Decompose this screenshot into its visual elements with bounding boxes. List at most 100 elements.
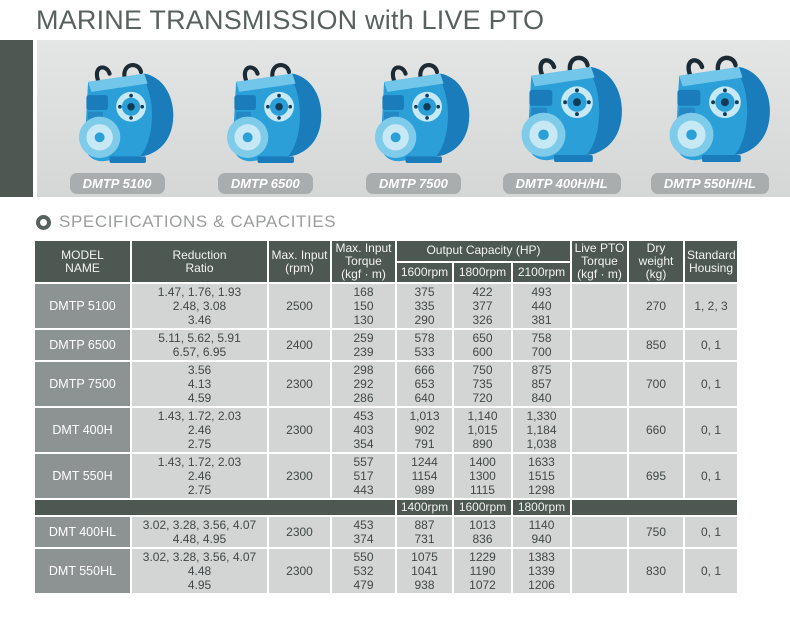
header-row-main: MODEL NAME Reduction Ratio Max. Input (rpm)… [33, 239, 739, 284]
col-header-speed-2100: 2100rpm [511, 260, 572, 284]
section-bullet-icon [36, 214, 51, 230]
cell-standard-housing: 0, 1 [683, 452, 739, 500]
cell-max-input-torque: 168 150 130 [330, 282, 397, 330]
hero-band: DMTP 5100 DMTP 6500 DMTP 7500 DMTP 400H/HL D… [0, 40, 790, 197]
hero-accent-block [0, 40, 33, 197]
section-heading-label: SPECIFICATIONS & CAPACITIES [59, 212, 337, 231]
product-label-plate: DMTP 7500 [366, 173, 461, 194]
col-header-model: MODEL NAME [33, 239, 132, 284]
cell-dry-weight: 750 [627, 515, 685, 549]
cell-reduction-ratio: 3.02, 3.28, 3.56, 4.07 4.48 4.95 [130, 547, 269, 595]
cell-standard-housing: 0, 1 [683, 406, 739, 454]
cell-max-input-torque: 298 292 286 [330, 360, 397, 408]
cell-live-pto-torque [570, 452, 629, 500]
cell-max-input: 2300 [267, 547, 332, 595]
divider-left-fill [33, 498, 397, 517]
product-label-plate: DMTP 400H/HL [502, 173, 621, 194]
cell-standard-housing: 0, 1 [683, 515, 739, 549]
product-label-plate: DMTP 6500 [217, 173, 313, 194]
cell-model: DMT 400H [33, 406, 132, 454]
divider-speed-1600: 1600rpm [452, 498, 513, 517]
cell-live-pto-torque [570, 328, 629, 362]
cell-max-input-torque: 453 403 354 [330, 406, 397, 454]
cell-live-pto-torque [570, 515, 629, 549]
table-row: DMT 550H 1.43, 1.72, 2.03 2.46 2.75 2300 557 5… [33, 452, 739, 500]
cell-capacity-2: 1229 1190 1072 [452, 547, 513, 595]
divider-speed-1400: 1400rpm [395, 498, 454, 517]
cell-max-input-torque: 557 517 443 [330, 452, 397, 500]
cell-max-input: 2300 [267, 406, 332, 454]
gearbox-image [55, 57, 179, 173]
cell-standard-housing: 1, 2, 3 [683, 282, 739, 330]
cell-max-input-torque: 259 239 [330, 328, 397, 362]
cell-capacity-3: 1,330 1,184 1,038 [511, 406, 572, 454]
header-row-speeds: 1600rpm 1800rpm 2100rpm [34, 260, 738, 284]
cell-reduction-ratio: 3.02, 3.28, 3.56, 4.07 4.48, 4.95 [130, 515, 269, 549]
cell-capacity-1: 1075 1041 938 [395, 547, 454, 595]
cell-capacity-2: 650 600 [452, 328, 513, 362]
cell-max-input-torque: 453 374 [330, 515, 397, 549]
cell-model: DMTP 5100 [33, 282, 132, 330]
product-3: DMTP 7500 [343, 57, 484, 197]
cell-capacity-1: 1,013 902 791 [395, 406, 454, 454]
product-label-plate: DMTP 550H/HL [650, 173, 769, 194]
cell-max-input: 2300 [267, 515, 332, 549]
cell-capacity-2: 750 735 720 [452, 360, 513, 408]
cell-capacity-1: 887 731 [395, 515, 454, 549]
cell-dry-weight: 270 [627, 282, 685, 330]
table-row: DMTP 5100 1.47, 1.76, 1.93 2.48, 3.08 3.46 2… [33, 282, 739, 330]
product-1: DMTP 5100 [47, 57, 188, 197]
cell-model: DMTP 6500 [33, 328, 132, 362]
cell-dry-weight: 850 [627, 328, 685, 362]
cell-model: DMT 550H [33, 452, 132, 500]
section-heading: SPECIFICATIONS & CAPACITIES [36, 212, 790, 232]
col-header-speed-1600: 1600rpm [395, 260, 454, 284]
cell-dry-weight: 660 [627, 406, 685, 454]
cell-capacity-1: 578 533 [395, 328, 454, 362]
cell-max-input: 2500 [267, 282, 332, 330]
cell-standard-housing: 0, 1 [683, 360, 739, 408]
gearbox-image [644, 49, 776, 173]
divider-right-fill [570, 498, 739, 517]
table-row: DMT 400HL 3.02, 3.28, 3.56, 4.07 4.48, 4.9… [33, 515, 739, 549]
cell-dry-weight: 700 [627, 360, 685, 408]
cell-max-input: 2400 [267, 328, 332, 362]
page-title: MARINE TRANSMISSION with LIVE PTO [36, 5, 545, 35]
cell-reduction-ratio: 1.47, 1.76, 1.93 2.48, 3.08 3.46 [130, 282, 269, 330]
cell-capacity-3: 875 857 840 [511, 360, 572, 408]
col-header-dry-weight: Dry weight (kg) [627, 239, 685, 284]
product-label-plate: DMTP 5100 [69, 173, 165, 194]
cell-capacity-3: 1633 1515 1298 [511, 452, 572, 500]
product-gallery: DMTP 5100 DMTP 6500 DMTP 7500 DMTP 400H/HL D… [37, 40, 790, 197]
col-header-standard-housing: Standard Housing [683, 239, 739, 284]
cell-reduction-ratio: 5.11, 5.62, 5.91 6.57, 6.95 [130, 328, 269, 362]
cell-capacity-2: 1013 836 [452, 515, 513, 549]
cell-max-input: 2300 [267, 452, 332, 500]
cell-model: DMTP 7500 [33, 360, 132, 408]
divider-speed-1800: 1800rpm [511, 498, 572, 517]
cell-capacity-2: 422 377 326 [452, 282, 513, 330]
cell-capacity-3: 758 700 [511, 328, 572, 362]
col-header-output-capacity: Output Capacity (HP) [395, 239, 572, 263]
cell-live-pto-torque [570, 282, 629, 330]
col-header-max-input-torque: Max. Input Torque (kgf · m) [330, 239, 397, 284]
cell-live-pto-torque [570, 547, 629, 595]
cell-model: DMT 550HL [33, 547, 132, 595]
product-5: DMTP 550H/HL [639, 49, 780, 197]
spec-table: MODEL NAME Reduction Ratio Max. Input (rpm)… [33, 239, 739, 595]
cell-max-input: 2300 [267, 360, 332, 408]
cell-capacity-1: 666 653 640 [395, 360, 454, 408]
table-row: DMT 550HL 3.02, 3.28, 3.56, 4.07 4.48 4.95 2… [33, 547, 739, 595]
cell-live-pto-torque [570, 360, 629, 408]
cell-dry-weight: 830 [627, 547, 685, 595]
cell-capacity-1: 1244 1154 989 [395, 452, 454, 500]
cell-standard-housing: 0, 1 [683, 547, 739, 595]
cell-model: DMT 400HL [33, 515, 132, 549]
cell-reduction-ratio: 3.56 4.13 4.59 [130, 360, 269, 408]
col-header-speed-1800: 1800rpm [452, 260, 513, 284]
cell-capacity-2: 1400 1300 1115 [452, 452, 513, 500]
cell-dry-weight: 695 [627, 452, 685, 500]
col-header-reduction-ratio: Reduction Ratio [130, 239, 269, 284]
cell-capacity-1: 375 335 290 [395, 282, 454, 330]
cell-live-pto-torque [570, 406, 629, 454]
